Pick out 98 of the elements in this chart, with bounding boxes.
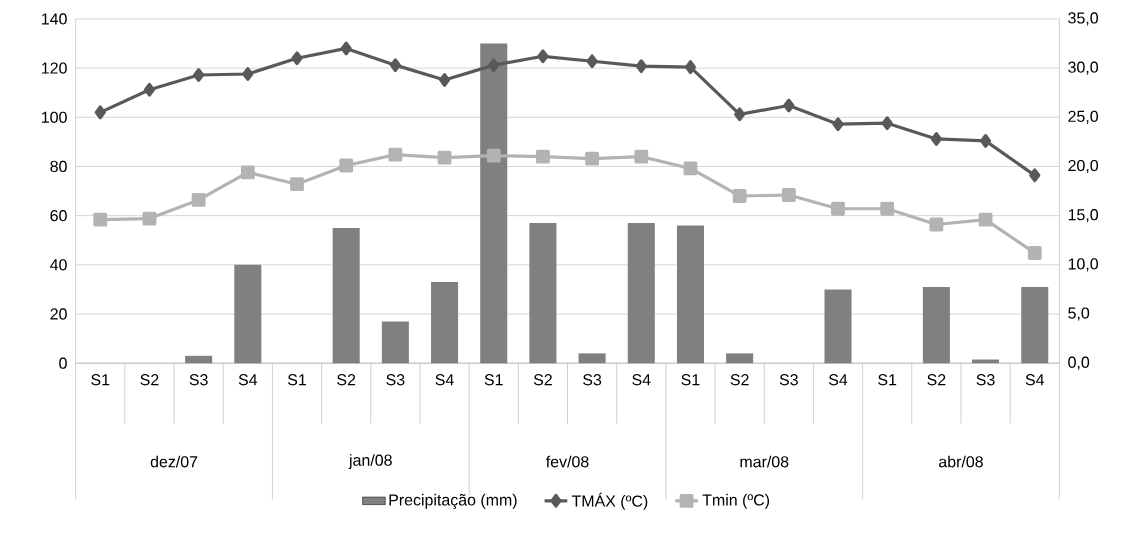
- point: [783, 98, 795, 113]
- point: [240, 165, 255, 180]
- x-tick-label: S2: [337, 374, 356, 386]
- x-tick-label: S4: [238, 374, 258, 386]
- x-tick-label: S4: [435, 374, 454, 386]
- point: [388, 147, 403, 162]
- bar: [578, 353, 606, 364]
- y-tick-label: 140: [42, 13, 67, 25]
- x-tick-label: S1: [91, 374, 110, 386]
- y2-tick-label: 35,0: [1068, 12, 1099, 26]
- x-tick-label: S2: [730, 374, 749, 386]
- x-tick-label: S1: [878, 374, 897, 386]
- x-tick-label: S4: [632, 374, 651, 386]
- y-tick-label: 100: [42, 111, 67, 124]
- x-tick-label: S3: [779, 374, 798, 386]
- point: [635, 59, 647, 74]
- y-tick-label: 40: [50, 259, 67, 271]
- x-tick-label: S2: [140, 374, 159, 386]
- bar: [627, 223, 655, 364]
- x-tick-label: S2: [927, 374, 946, 386]
- x-tick-label: S2: [533, 374, 552, 386]
- x-tick-label: S4: [1025, 374, 1045, 386]
- point: [1027, 246, 1042, 261]
- point: [488, 58, 500, 73]
- x-tick-label: S3: [189, 374, 208, 386]
- bar: [676, 225, 704, 364]
- point: [143, 82, 156, 97]
- legend-label: Precipitação (mm): [389, 494, 517, 509]
- bar: [824, 289, 852, 364]
- y-tick-label: 20: [50, 308, 67, 320]
- point: [537, 49, 549, 64]
- y2-tick-label: 10,0: [1068, 258, 1099, 272]
- point: [781, 188, 796, 203]
- point: [634, 149, 649, 164]
- bar: [332, 228, 360, 364]
- point: [142, 211, 157, 226]
- point: [193, 68, 205, 83]
- point: [191, 193, 206, 207]
- bar: [381, 321, 409, 364]
- point: [586, 54, 598, 69]
- point: [683, 161, 698, 176]
- y2-tick-label: 20,0: [1068, 160, 1099, 174]
- x-tick-label: S3: [976, 374, 995, 386]
- x-tick-label: S1: [287, 374, 306, 386]
- point: [242, 67, 254, 82]
- point: [290, 177, 304, 192]
- point: [929, 217, 944, 232]
- y-tick-label: 80: [50, 160, 67, 173]
- bar: [529, 223, 557, 364]
- bar: [726, 353, 754, 364]
- y-tick-label: 120: [42, 62, 67, 74]
- text: dez/07: [150, 455, 198, 468]
- text: abr/08: [939, 455, 983, 468]
- point: [1029, 168, 1041, 183]
- x-tick-label: S3: [583, 374, 602, 386]
- point: [94, 105, 106, 120]
- bar: [185, 355, 213, 364]
- point: [438, 73, 451, 87]
- point: [978, 212, 993, 227]
- point: [536, 149, 550, 164]
- point: [734, 107, 746, 122]
- text: jan/08: [348, 454, 392, 470]
- bar: [431, 282, 459, 364]
- text: mar/08: [740, 455, 789, 468]
- point: [291, 51, 303, 66]
- text: fev/08: [546, 455, 589, 468]
- y2-tick-label: 30,0: [1068, 61, 1099, 75]
- point: [93, 212, 108, 227]
- point: [880, 202, 895, 216]
- y-tick-label: 60: [50, 210, 67, 222]
- y2-tick-label: 25,0: [1068, 110, 1099, 125]
- point: [339, 158, 354, 173]
- bar: [480, 43, 508, 364]
- point: [389, 58, 401, 73]
- y2-tick-label: 0,0: [1068, 356, 1090, 370]
- point: [881, 116, 893, 131]
- bar: [922, 287, 950, 364]
- point: [831, 202, 845, 216]
- point: [732, 189, 747, 204]
- bar: [1021, 287, 1049, 364]
- bar: [234, 264, 262, 364]
- x-tick-label: S1: [681, 374, 700, 386]
- point: [340, 41, 352, 56]
- point: [684, 60, 697, 75]
- point: [930, 132, 942, 146]
- y2-tick-label: 5,0: [1068, 307, 1090, 321]
- y-tick-label: 0: [59, 357, 67, 369]
- x-tick-label: S4: [828, 374, 848, 386]
- point: [585, 151, 600, 166]
- x-tick-label: S1: [484, 374, 503, 386]
- legend-label: Tmin (ºC): [702, 494, 770, 509]
- point: [979, 134, 992, 148]
- x-tick-label: S3: [386, 374, 405, 386]
- point: [486, 148, 501, 163]
- point: [832, 117, 844, 132]
- legend-label: TMÁX (ºC): [571, 492, 648, 511]
- point: [437, 150, 452, 165]
- y2-tick-label: 15,0: [1068, 209, 1099, 223]
